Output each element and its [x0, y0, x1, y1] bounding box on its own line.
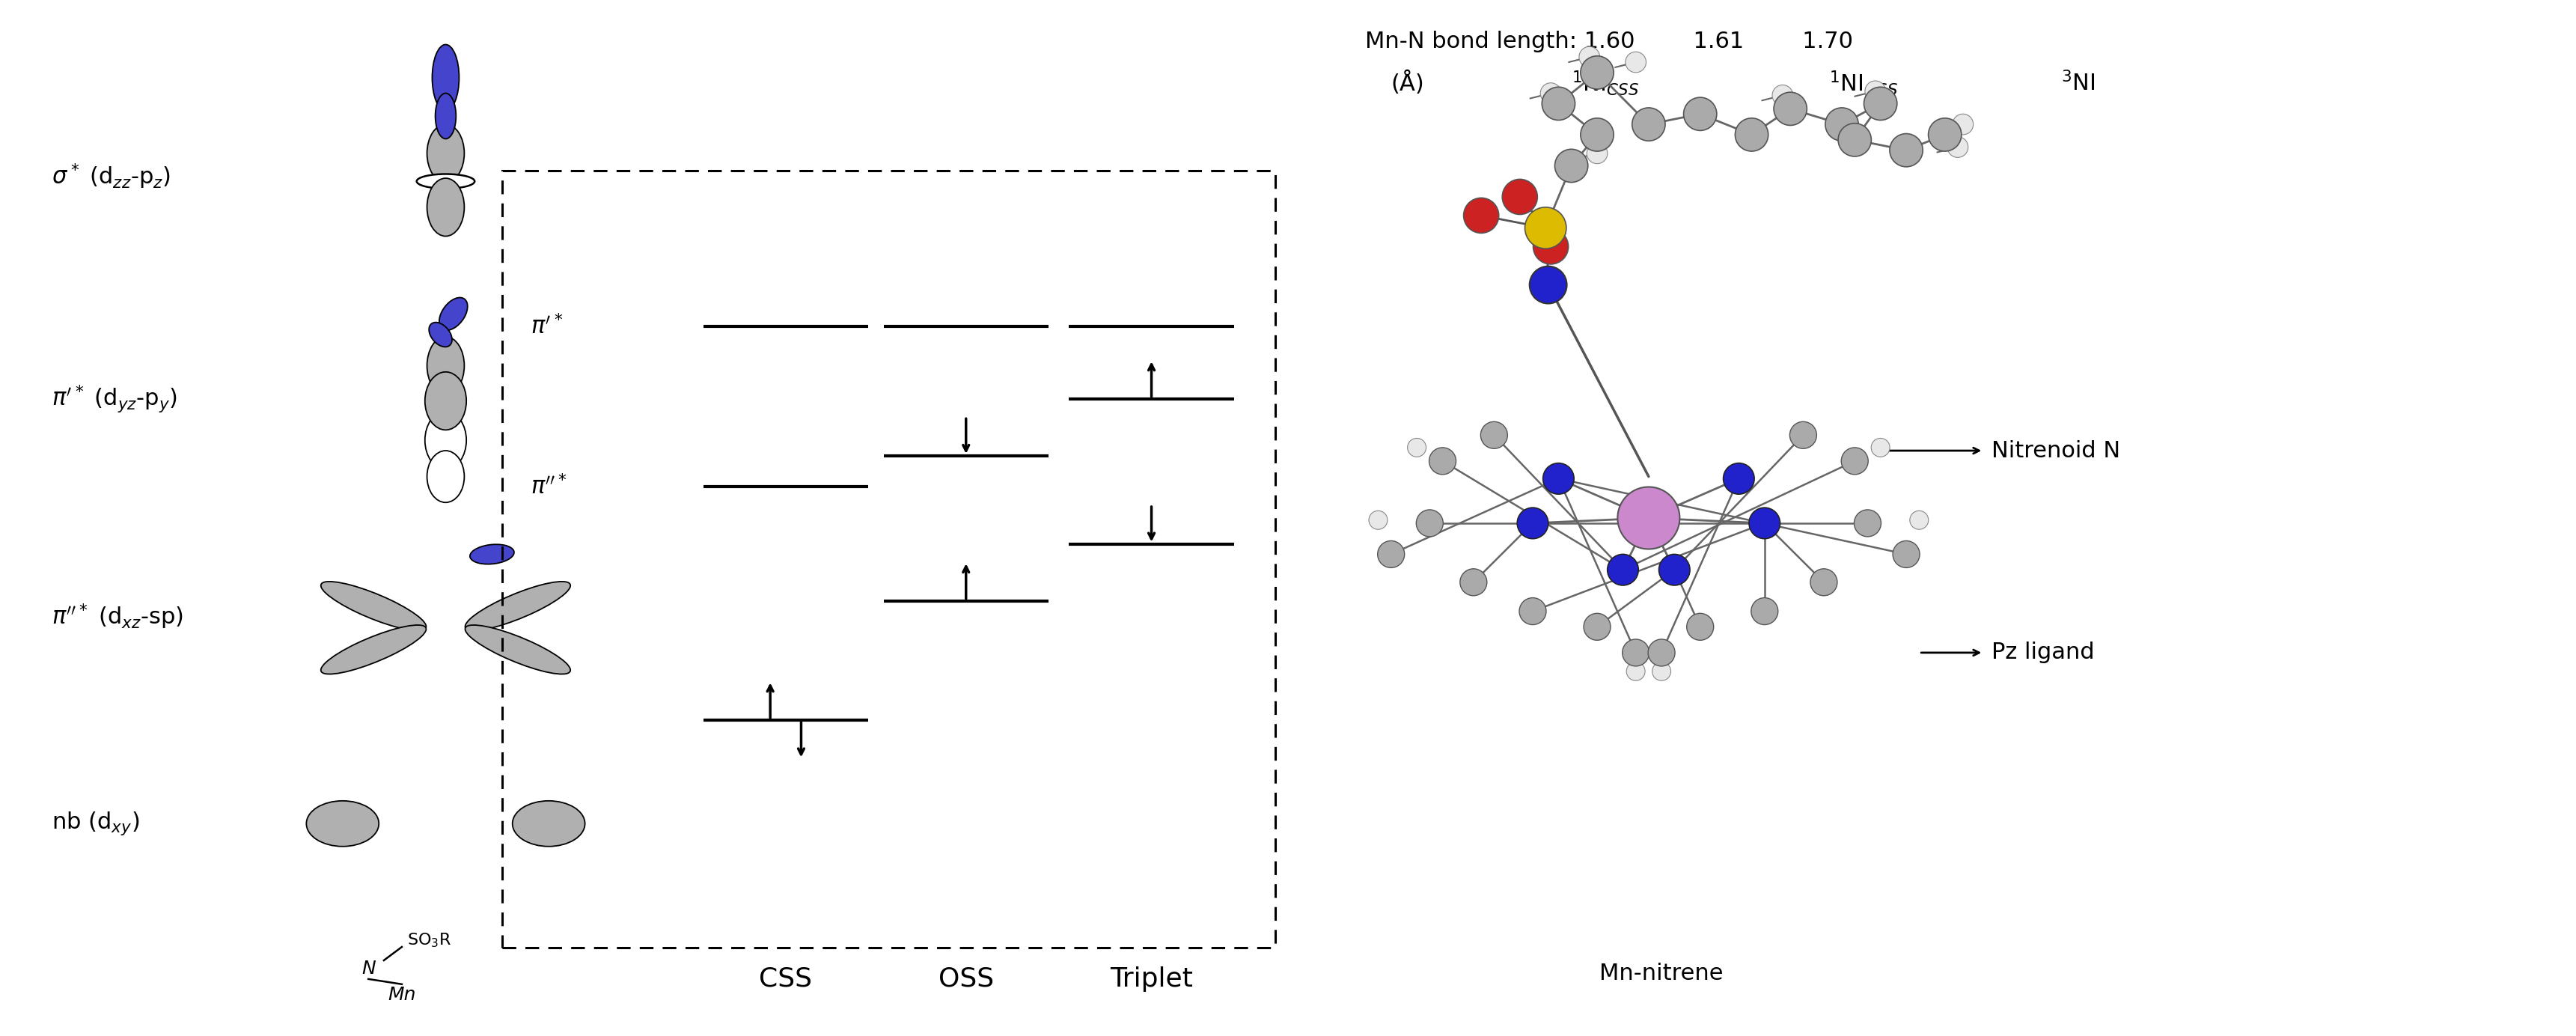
Text: Nitrenoid N: Nitrenoid N: [1991, 440, 2120, 461]
Ellipse shape: [433, 45, 459, 111]
Ellipse shape: [1430, 448, 1455, 474]
Text: SO$_3$R: SO$_3$R: [407, 931, 451, 950]
Ellipse shape: [425, 372, 466, 430]
Ellipse shape: [1582, 118, 1613, 151]
Ellipse shape: [469, 544, 515, 565]
Ellipse shape: [1947, 137, 1968, 157]
Text: Mn-N bond length: 1.60        1.61        1.70: Mn-N bond length: 1.60 1.61 1.70: [1365, 31, 1852, 52]
Ellipse shape: [1775, 92, 1806, 125]
Text: CSS: CSS: [760, 967, 811, 991]
Ellipse shape: [1579, 47, 1600, 67]
Text: $\pi''^*$: $\pi''^*$: [531, 474, 567, 499]
Ellipse shape: [428, 124, 464, 182]
Ellipse shape: [1623, 639, 1649, 666]
Ellipse shape: [428, 337, 464, 395]
Ellipse shape: [466, 581, 569, 631]
Ellipse shape: [1502, 179, 1538, 214]
Ellipse shape: [1651, 662, 1672, 681]
Ellipse shape: [1865, 87, 1896, 120]
Text: Mn: Mn: [389, 985, 415, 1004]
Ellipse shape: [1749, 508, 1780, 539]
Ellipse shape: [1582, 56, 1613, 89]
Ellipse shape: [513, 801, 585, 846]
Text: Mn-nitrene: Mn-nitrene: [1600, 963, 1723, 984]
Ellipse shape: [1625, 662, 1646, 681]
Ellipse shape: [1543, 87, 1574, 120]
Ellipse shape: [1461, 569, 1486, 596]
Ellipse shape: [1752, 598, 1777, 625]
Ellipse shape: [1953, 114, 1973, 135]
Ellipse shape: [307, 801, 379, 846]
Ellipse shape: [1685, 97, 1716, 131]
Ellipse shape: [1870, 438, 1891, 457]
Ellipse shape: [1736, 118, 1767, 151]
Text: N: N: [361, 959, 376, 978]
Text: Pz ligand: Pz ligand: [1991, 642, 2094, 663]
Ellipse shape: [1625, 52, 1646, 73]
Ellipse shape: [1406, 438, 1427, 457]
Ellipse shape: [1520, 598, 1546, 625]
Ellipse shape: [1584, 613, 1610, 640]
Text: $\pi'^*$ (d$_{yz}$-p$_y$): $\pi'^*$ (d$_{yz}$-p$_y$): [52, 383, 178, 414]
Ellipse shape: [1929, 118, 1960, 151]
Text: $^1$NI$_{OSS}$: $^1$NI$_{OSS}$: [1829, 68, 1899, 97]
Ellipse shape: [1649, 639, 1674, 666]
Ellipse shape: [428, 178, 464, 236]
Ellipse shape: [1855, 510, 1880, 537]
Ellipse shape: [1790, 422, 1816, 449]
Ellipse shape: [1517, 508, 1548, 539]
Ellipse shape: [1842, 448, 1868, 474]
Text: $^3$NI: $^3$NI: [2061, 70, 2094, 95]
Ellipse shape: [1417, 510, 1443, 537]
Ellipse shape: [1618, 487, 1680, 549]
Text: $\sigma^*$ (d$_{zz}$-p$_z$): $\sigma^*$ (d$_{zz}$-p$_z$): [52, 162, 170, 191]
Ellipse shape: [466, 625, 569, 674]
Ellipse shape: [1540, 83, 1561, 104]
Ellipse shape: [1556, 149, 1587, 182]
Ellipse shape: [1633, 108, 1664, 141]
Ellipse shape: [1659, 554, 1690, 585]
Ellipse shape: [1368, 511, 1388, 529]
Ellipse shape: [1811, 569, 1837, 596]
Ellipse shape: [1463, 198, 1499, 233]
Ellipse shape: [1687, 613, 1713, 640]
Ellipse shape: [1481, 422, 1507, 449]
Ellipse shape: [1587, 143, 1607, 164]
Ellipse shape: [322, 625, 425, 674]
Ellipse shape: [1893, 541, 1919, 568]
Ellipse shape: [1533, 229, 1569, 264]
Bar: [502, 171, 1275, 948]
Ellipse shape: [428, 451, 464, 502]
Text: OSS: OSS: [938, 967, 994, 991]
Ellipse shape: [1530, 266, 1566, 304]
Ellipse shape: [438, 297, 469, 330]
Text: $\pi'^*$: $\pi'^*$: [531, 314, 564, 339]
Ellipse shape: [1723, 463, 1754, 494]
Ellipse shape: [1378, 541, 1404, 568]
Ellipse shape: [322, 581, 425, 631]
Ellipse shape: [1839, 123, 1870, 156]
Ellipse shape: [1543, 463, 1574, 494]
Ellipse shape: [1865, 81, 1886, 102]
Text: (Å): (Å): [1391, 70, 1425, 95]
Ellipse shape: [1525, 207, 1566, 249]
Ellipse shape: [1826, 108, 1857, 141]
Ellipse shape: [435, 93, 456, 139]
Text: nb (d$_{xy}$): nb (d$_{xy}$): [52, 810, 139, 837]
Text: $\pi''^*$ (d$_{xz}$-sp): $\pi''^*$ (d$_{xz}$-sp): [52, 602, 183, 631]
Ellipse shape: [430, 322, 451, 347]
Ellipse shape: [1909, 511, 1929, 529]
Ellipse shape: [1891, 134, 1922, 167]
Text: $^1$NI$_{CSS}$: $^1$NI$_{CSS}$: [1571, 68, 1638, 97]
Ellipse shape: [425, 411, 466, 469]
Ellipse shape: [1772, 85, 1793, 106]
Ellipse shape: [1607, 554, 1638, 585]
Text: Triplet: Triplet: [1110, 967, 1193, 991]
Ellipse shape: [417, 174, 474, 189]
